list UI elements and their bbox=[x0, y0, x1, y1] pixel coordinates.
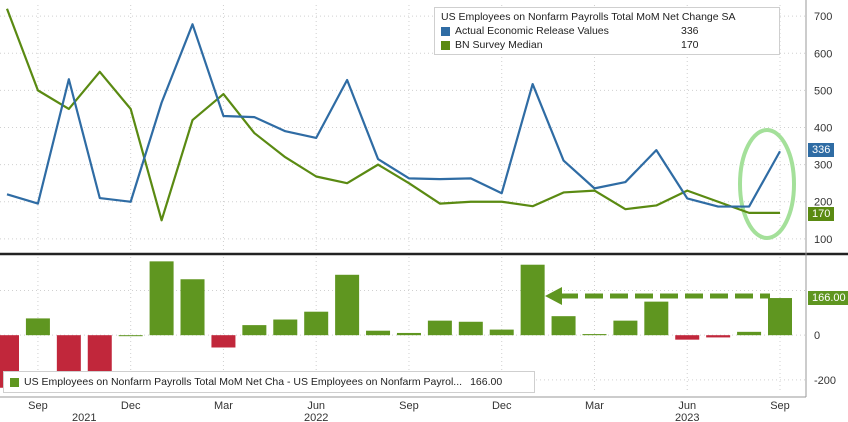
x-tick-year-label: 2021 bbox=[72, 412, 96, 422]
difference-bar bbox=[520, 264, 545, 336]
difference-bar bbox=[737, 331, 762, 336]
x-tick-year-label: 2022 bbox=[304, 412, 328, 422]
actual-swatch-icon bbox=[441, 26, 450, 36]
difference-bar bbox=[768, 298, 792, 336]
difference-bar bbox=[551, 316, 576, 336]
x-tick-month-label: Mar bbox=[585, 400, 604, 412]
difference-bar bbox=[242, 325, 267, 336]
difference-bar bbox=[335, 274, 360, 336]
x-tick-month-label: Jun bbox=[307, 400, 325, 412]
y-tick-label-top: 600 bbox=[814, 48, 832, 60]
actual-release-line bbox=[6, 23, 781, 208]
x-tick-month-label: Dec bbox=[492, 400, 512, 412]
highlight-ellipse bbox=[738, 128, 796, 240]
diff-swatch-icon bbox=[10, 377, 19, 387]
x-tick-month-label: Jun bbox=[678, 400, 696, 412]
survey-swatch-icon bbox=[441, 40, 450, 50]
survey-median-line bbox=[5, 8, 780, 222]
y-tick-label-top: 500 bbox=[814, 85, 832, 97]
difference-bar bbox=[613, 320, 638, 336]
difference-bar bbox=[427, 320, 452, 336]
x-tick-month-label: Mar bbox=[214, 400, 233, 412]
difference-bar bbox=[273, 319, 298, 336]
difference-bar bbox=[675, 335, 700, 340]
x-tick-month-label: Sep bbox=[28, 400, 48, 412]
x-tick-year-label: 2023 bbox=[675, 412, 699, 422]
legend-actual-label: Actual Economic Release Values bbox=[455, 25, 609, 37]
difference-bar bbox=[304, 311, 329, 336]
legend-actual-value: 336 bbox=[681, 25, 699, 37]
x-tick-month-label: Dec bbox=[121, 400, 141, 412]
difference-bar bbox=[489, 329, 514, 336]
annotation-arrow-head-icon bbox=[545, 287, 562, 305]
difference-bar bbox=[396, 332, 421, 336]
difference-bar bbox=[118, 335, 143, 337]
difference-bar bbox=[706, 335, 731, 338]
top-legend: US Employees on Nonfarm Payrolls Total M… bbox=[434, 7, 780, 55]
survey-last-value-tag: 170 bbox=[808, 207, 835, 221]
legend-survey-label: BN Survey Median bbox=[455, 39, 543, 51]
difference-bar bbox=[25, 318, 50, 336]
bottom-legend: US Employees on Nonfarm Payrolls Total M… bbox=[3, 371, 535, 393]
y-tick-label-top: 100 bbox=[814, 234, 832, 246]
difference-bar bbox=[458, 321, 483, 336]
y-tick-label-top: 300 bbox=[814, 160, 832, 172]
y-tick-label-bottom: -200 bbox=[814, 375, 836, 387]
diff-last-value-tag: 166.00 bbox=[808, 291, 848, 305]
difference-bar bbox=[149, 261, 174, 336]
x-tick-month-label: Sep bbox=[399, 400, 419, 412]
legend-diff-label: US Employees on Nonfarm Payrolls Total M… bbox=[24, 376, 463, 388]
y-tick-label-top: 700 bbox=[814, 11, 832, 23]
y-tick-label-bottom: 0 bbox=[814, 330, 820, 342]
actual-last-value-tag: 336 bbox=[808, 143, 835, 157]
legend-title: US Employees on Nonfarm Payrolls Total M… bbox=[441, 11, 736, 23]
difference-bar bbox=[211, 335, 236, 348]
x-tick-month-label: Sep bbox=[770, 400, 790, 412]
y-tick-label-top: 200 bbox=[814, 197, 832, 209]
legend-entry-survey: BN Survey Median 170 bbox=[441, 38, 773, 52]
difference-bar bbox=[180, 279, 205, 336]
difference-bar bbox=[644, 301, 669, 336]
legend-entry-actual: Actual Economic Release Values 336 bbox=[441, 24, 773, 38]
legend-diff-value: 166.00 bbox=[470, 376, 503, 388]
legend-survey-value: 170 bbox=[681, 39, 699, 51]
difference-bar bbox=[582, 334, 607, 336]
y-tick-label-top: 400 bbox=[814, 123, 832, 135]
difference-bar bbox=[366, 330, 391, 336]
